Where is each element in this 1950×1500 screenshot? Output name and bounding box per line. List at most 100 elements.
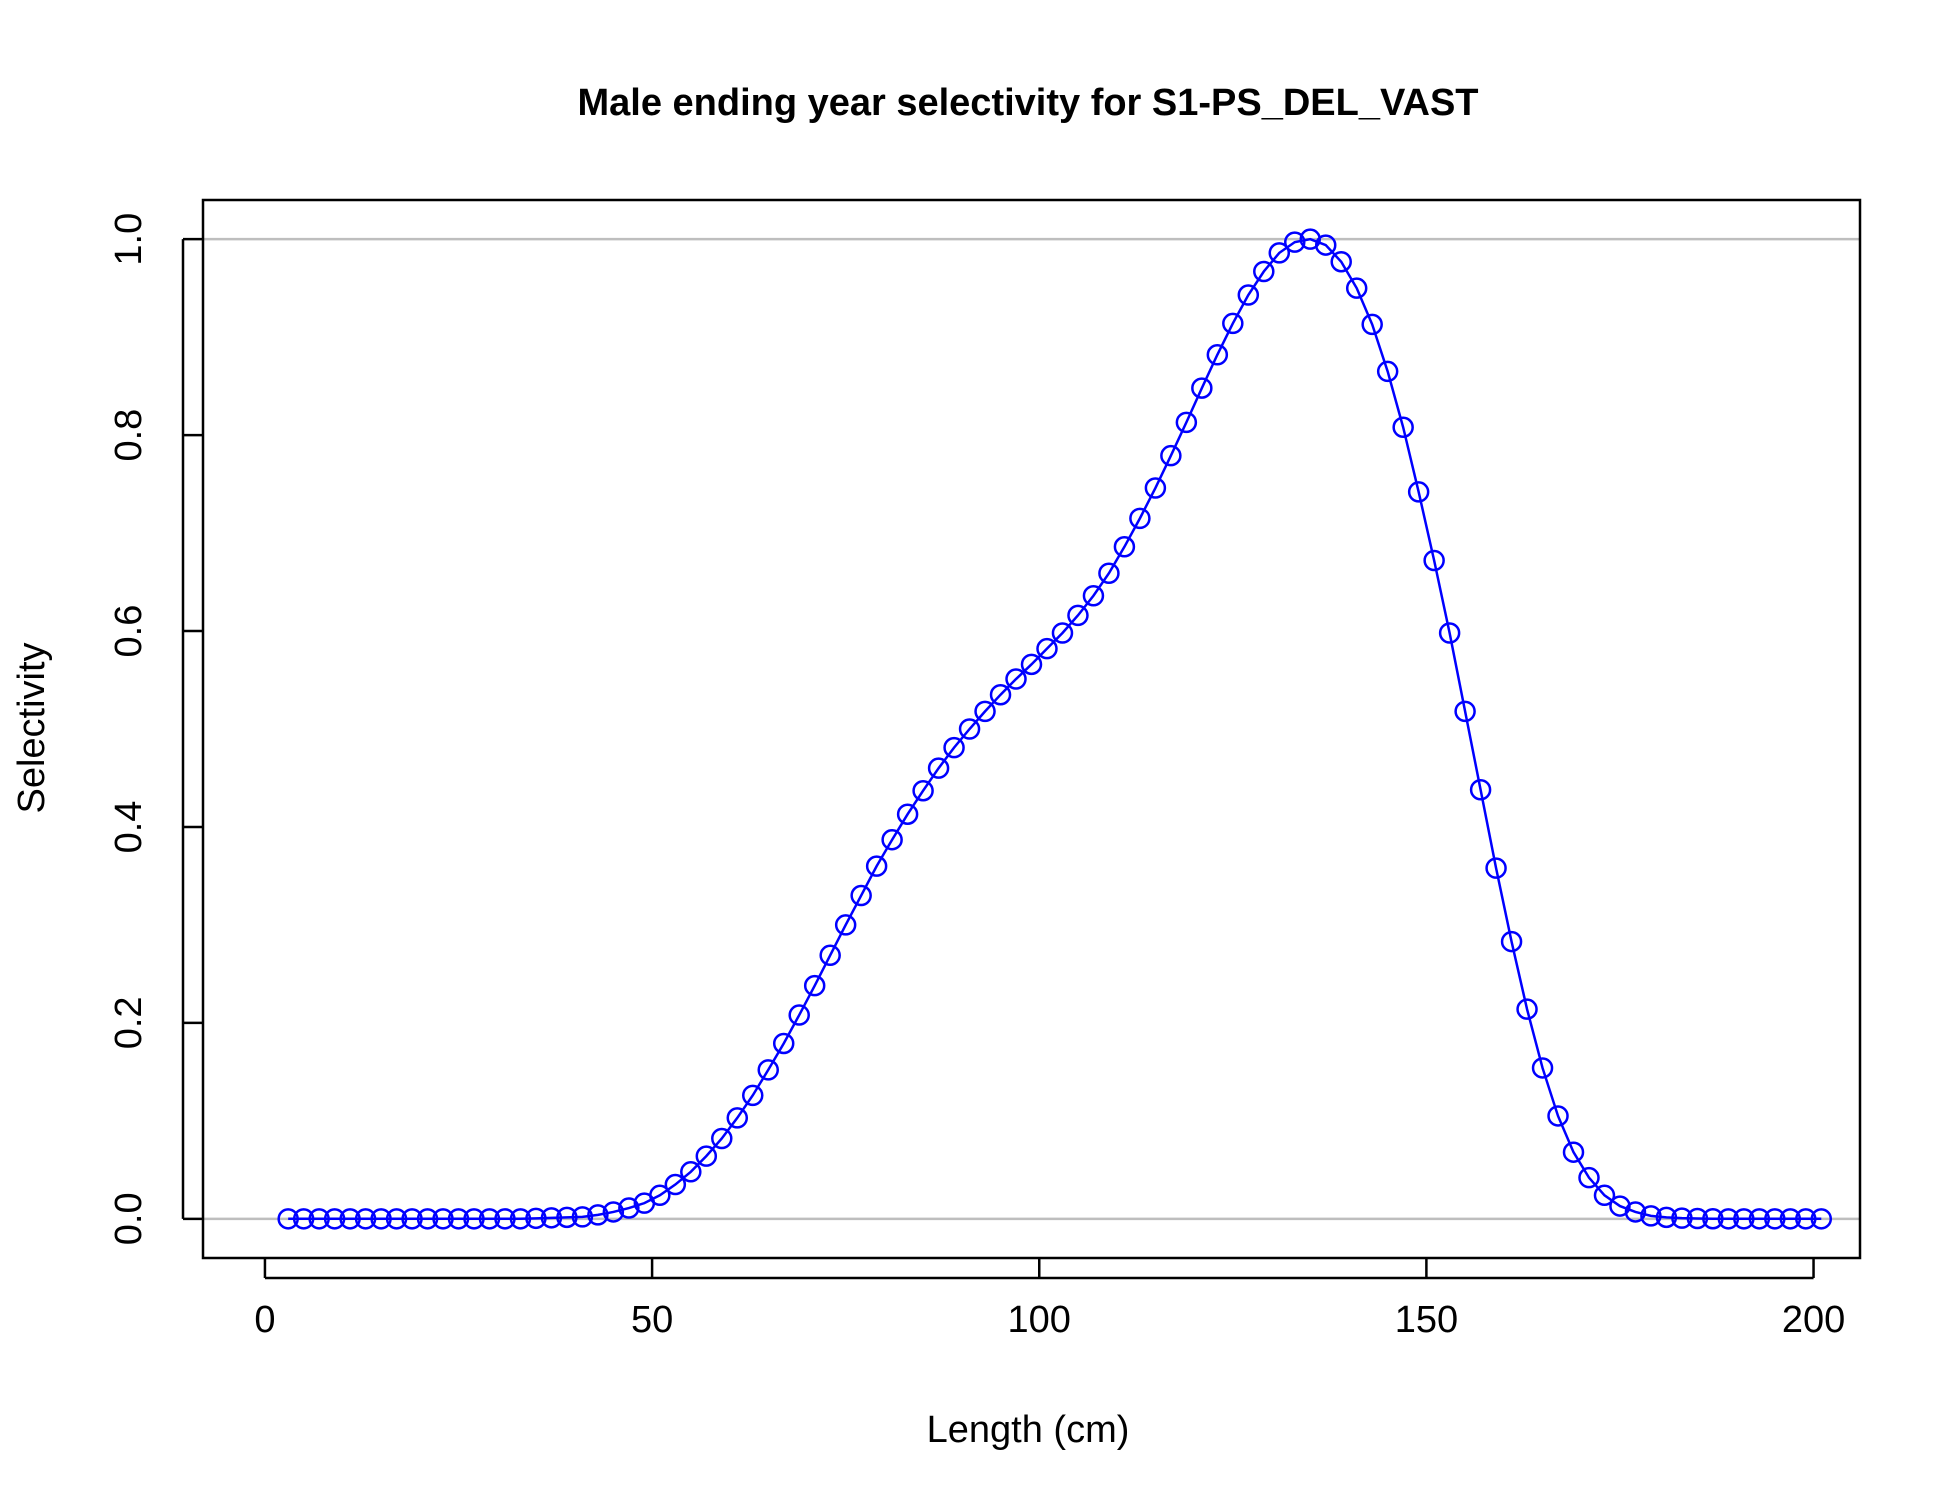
data-point bbox=[556, 1206, 578, 1229]
data-point bbox=[1345, 277, 1368, 299]
data-point bbox=[1671, 1207, 1693, 1229]
data-point bbox=[1113, 536, 1136, 558]
data-point bbox=[602, 1201, 625, 1223]
data-point bbox=[416, 1208, 439, 1230]
data-point bbox=[1500, 930, 1523, 953]
data-point bbox=[354, 1208, 377, 1230]
data-point bbox=[896, 803, 919, 825]
data-point bbox=[788, 1004, 810, 1026]
data-point bbox=[401, 1208, 423, 1230]
data-point bbox=[1005, 668, 1027, 690]
data-point bbox=[1129, 507, 1151, 530]
data-point bbox=[1253, 260, 1275, 283]
data-point bbox=[819, 944, 841, 967]
x-tick-label-1: 50 bbox=[631, 1299, 673, 1341]
series-line-0 bbox=[288, 237, 1822, 1221]
x-axis: 0 50 100 150 200 bbox=[254, 1258, 1845, 1341]
data-point bbox=[1330, 250, 1352, 273]
data-point bbox=[834, 914, 857, 936]
data-point bbox=[711, 1127, 733, 1150]
data-point bbox=[1361, 313, 1383, 336]
data-point bbox=[1640, 1205, 1662, 1227]
data-point bbox=[1206, 344, 1229, 366]
data-point bbox=[1051, 622, 1074, 644]
data-point bbox=[323, 1208, 346, 1230]
data-point bbox=[308, 1208, 330, 1230]
data-point bbox=[772, 1032, 795, 1055]
data-point bbox=[1144, 477, 1167, 499]
data-point bbox=[1284, 231, 1306, 253]
data-point bbox=[292, 1208, 315, 1230]
data-point bbox=[1748, 1208, 1771, 1230]
data-point bbox=[695, 1145, 718, 1167]
y-axis: 0.0 0.2 0.4 0.6 0.8 1.0 bbox=[108, 213, 203, 1245]
data-point bbox=[742, 1084, 764, 1107]
data-point bbox=[1686, 1207, 1709, 1230]
x-axis-label: Length (cm) bbox=[927, 1409, 1130, 1451]
data-point bbox=[927, 757, 950, 779]
data-point bbox=[1314, 234, 1337, 256]
data-point bbox=[1733, 1208, 1755, 1230]
data-point bbox=[1531, 1057, 1554, 1079]
data-point bbox=[1438, 622, 1461, 644]
y-tick-label-2: 0.4 bbox=[108, 801, 150, 854]
y-tick-label-4: 0.8 bbox=[108, 409, 150, 462]
data-point bbox=[1191, 377, 1213, 399]
data-point bbox=[509, 1208, 532, 1230]
data-point bbox=[1655, 1206, 1678, 1229]
data-point bbox=[1764, 1208, 1786, 1230]
data-point bbox=[1392, 416, 1414, 439]
data-point bbox=[447, 1208, 470, 1230]
data-point bbox=[463, 1208, 485, 1230]
data-point bbox=[664, 1173, 687, 1196]
data-point bbox=[726, 1107, 749, 1129]
data-point bbox=[1717, 1208, 1740, 1230]
data-point bbox=[494, 1208, 516, 1230]
data-point bbox=[385, 1208, 408, 1230]
data-point bbox=[757, 1059, 779, 1081]
data-point bbox=[370, 1208, 392, 1230]
data-point bbox=[339, 1208, 361, 1230]
data-point bbox=[1407, 481, 1430, 503]
data-point bbox=[432, 1208, 454, 1230]
data-point bbox=[1779, 1208, 1802, 1230]
data-point bbox=[649, 1184, 671, 1207]
data-point bbox=[680, 1161, 702, 1183]
data-point bbox=[850, 884, 872, 907]
x-tick-label-4: 200 bbox=[1782, 1299, 1845, 1341]
data-point bbox=[1222, 312, 1244, 335]
data-point bbox=[1454, 700, 1476, 723]
data-point bbox=[587, 1204, 609, 1226]
data-point bbox=[1423, 549, 1445, 572]
data-point bbox=[1175, 411, 1198, 434]
x-tick-label-0: 0 bbox=[254, 1299, 275, 1341]
y-tick-label-5: 1.0 bbox=[108, 213, 150, 266]
data-point bbox=[1810, 1208, 1833, 1230]
data-point bbox=[1516, 998, 1538, 1020]
data-point bbox=[958, 718, 981, 740]
data-point bbox=[912, 779, 934, 802]
chart-title: Male ending year selectivity for S1-PS_D… bbox=[577, 82, 1478, 124]
x-tick-label-2: 100 bbox=[1008, 1299, 1071, 1341]
data-point bbox=[571, 1206, 594, 1228]
data-point bbox=[1624, 1201, 1647, 1223]
data-point bbox=[1562, 1141, 1585, 1163]
data-point bbox=[1098, 562, 1120, 584]
data-point bbox=[540, 1207, 563, 1229]
y-tick-label-1: 0.2 bbox=[108, 996, 150, 1049]
data-point bbox=[1469, 778, 1492, 801]
data-point bbox=[803, 974, 826, 997]
data-point bbox=[865, 855, 888, 877]
data-point bbox=[277, 1208, 299, 1230]
data-point bbox=[1160, 444, 1182, 467]
data-point bbox=[525, 1207, 547, 1230]
series-layer bbox=[277, 228, 1833, 1230]
data-point bbox=[1020, 653, 1043, 676]
data-point bbox=[974, 700, 996, 723]
plot-frame bbox=[201, 198, 1862, 1260]
data-point bbox=[1578, 1166, 1600, 1189]
x-tick-label-3: 150 bbox=[1395, 1299, 1458, 1341]
data-point bbox=[1702, 1207, 1724, 1230]
data-point bbox=[1547, 1105, 1569, 1127]
